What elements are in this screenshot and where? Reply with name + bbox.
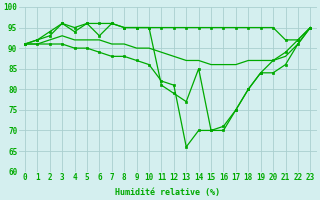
X-axis label: Humidité relative (%): Humidité relative (%)	[115, 188, 220, 197]
